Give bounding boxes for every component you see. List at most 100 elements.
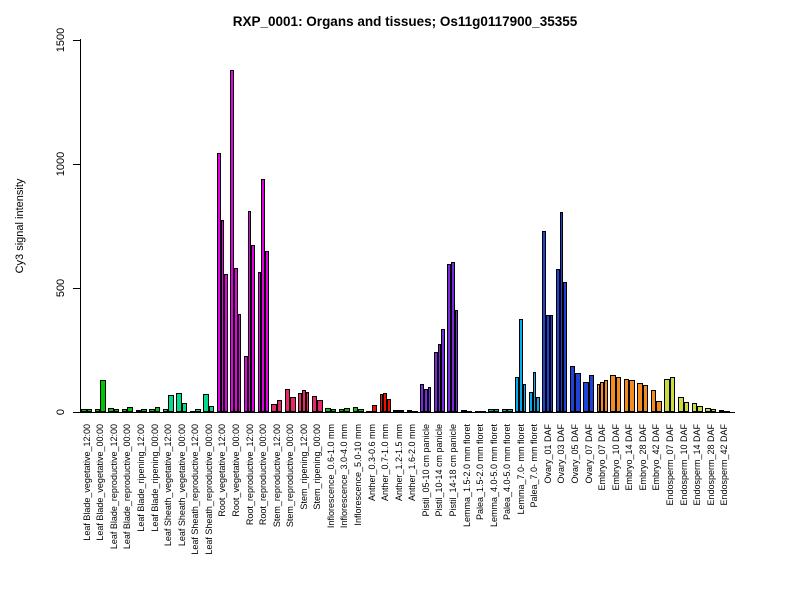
bar [583,382,589,412]
x-tick-label: Leaf Sheath_vegetative_12:00 [163,424,174,547]
bar [623,379,630,412]
bar [424,389,428,412]
x-tick-label: Leaf Blade_reproductive_12:00 [108,424,119,550]
bar [154,407,161,412]
bar [224,274,228,412]
x-tick-label: Palea_7.0- mm floret [529,424,540,508]
bar [94,408,101,412]
bar [515,377,519,412]
bar [406,410,413,413]
bar [629,380,635,412]
bar [615,376,622,412]
y-tick-label: 1500 [55,27,67,53]
x-tick-label: Root_reproductive_12:00 [244,424,255,526]
x-tick-label: Ovary_05 DAF [570,424,581,484]
bar [141,409,147,412]
bar [220,219,225,412]
bar [276,400,283,412]
bar [317,400,323,412]
bar [216,152,221,412]
bar [247,211,252,412]
bar [121,409,128,412]
bar [386,398,391,412]
x-tick-label: Lemma_1.5-2.0 mm floret [461,424,472,528]
bar [284,388,291,412]
bar [563,281,567,412]
x-tick-label: Leaf Sheath_vegetative_00:00 [176,424,187,547]
x-tick-label: Inflorescence_0.6-1.0 mm [325,424,336,529]
y-tick-label: 0 [55,408,67,416]
x-tick-label: Pistil_10-14 cm panicle [434,424,445,517]
x-tick-label: Stem_ripening_00:00 [312,424,323,510]
x-tick-label: Ovary_03 DAF [556,424,567,484]
bar [559,212,564,412]
x-tick-label: Leaf Blade_ripening_00:00 [149,424,160,532]
bar [311,395,318,412]
bar [669,376,676,412]
bar [656,400,662,412]
bar [301,390,306,412]
x-tick-label: Embryo_42 DAF [651,424,662,491]
x-tick-label: Leaf Sheath_reproductive_00:00 [203,424,214,555]
bar [271,403,277,412]
y-tick-mark [73,39,80,41]
bar [420,383,424,412]
bar [264,250,269,412]
bar [546,315,550,412]
bar [162,408,169,412]
y-axis-line [80,39,81,413]
bar [352,407,359,412]
x-tick-label: Embryo_10 DAF [610,424,621,491]
bar [437,343,442,412]
x-tick-label: Leaf Blade_vegetative_00:00 [95,424,106,541]
bar [100,379,106,412]
x-tick-label: Stem_reproductive_12:00 [271,424,282,528]
x-tick-label: Anther_0.7-1.0 mm [380,424,391,502]
bar [683,402,689,412]
bar [234,268,238,412]
bar [705,407,711,412]
bar [600,381,604,412]
bar [678,396,684,412]
bar [208,405,215,412]
bar [447,264,452,412]
x-tick-label: Root_reproductive_00:00 [258,424,269,526]
x-axis-line [80,412,735,413]
x-tick-label: Endosperm_14 DAF [692,424,703,506]
x-tick-label: Anther_1.6-2.0 mm [407,424,418,502]
y-tick-mark [73,163,80,165]
bar [135,409,142,412]
bar [493,409,500,412]
x-tick-label: Embryo_14 DAF [624,424,635,491]
x-tick-label: Leaf Blade_vegetative_12:00 [81,424,92,541]
x-tick-label: Endosperm_10 DAF [678,424,689,506]
bar [427,386,432,412]
bar [588,375,595,412]
bar [338,409,345,412]
x-tick-label: Embryo_07 DAF [597,424,608,491]
x-tick-label: Palea_4.0-5.0 mm floret [502,424,513,521]
bar [358,408,364,412]
x-tick-label: Stem_ripening_12:00 [298,424,309,510]
bar [610,375,616,412]
bar [549,315,554,412]
chart-title: RXP_0001: Organs and tissues; Os11g01179… [232,14,578,29]
bar [522,383,527,412]
y-tick-label: 500 [55,278,67,298]
bar [441,329,445,412]
bar [330,408,337,412]
bar [664,378,670,412]
bar [244,356,248,412]
x-tick-label: Leaf Blade_reproductive_00:00 [122,424,133,550]
bar [542,230,547,412]
bar [433,351,438,412]
bar [371,404,378,412]
bar [691,403,698,412]
bar [261,178,265,412]
bar [237,314,242,412]
x-tick-label: Pistil_05-10 cm panicle [420,424,431,517]
bar [575,372,581,412]
x-tick-label: Root_vegetative_12:00 [217,424,228,517]
x-tick-label: Anther_1.2-1.5 mm [393,424,404,502]
x-tick-label: Root_vegetative_00:00 [230,424,241,517]
